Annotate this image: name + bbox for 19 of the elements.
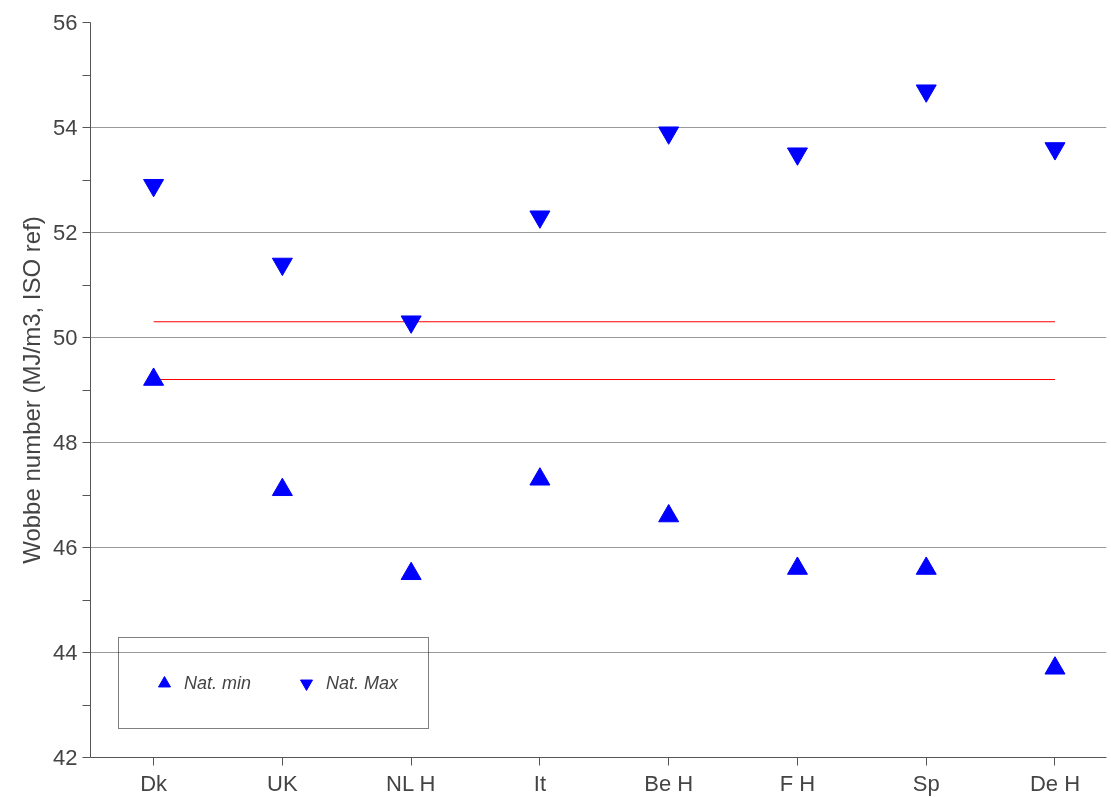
y-tick-label: 52 [53,220,78,245]
y-tick-label: 44 [53,640,78,665]
y-tick-label: 54 [53,115,78,140]
y-tick-label: 56 [53,10,78,35]
y-tick-label: 48 [53,430,78,455]
y-tick-label: 50 [53,325,78,350]
x-tick-label: NL H [386,770,436,796]
x-tick-label: UK [267,770,298,796]
y-axis-title: Wobbe number (MJ/m3, ISO ref) [18,216,46,564]
x-tick-label: De H [1029,770,1081,796]
x-tick-label: Be H [644,770,694,796]
x-tick-label: Sp [912,770,940,796]
y-tick-label: 42 [53,745,78,770]
x-tick-label: It [533,770,547,796]
legend-label: Nat. Max [326,672,399,694]
y-tick-label: 46 [53,535,78,560]
x-tick-label: Dk [140,770,169,796]
legend-label: Nat. min [184,672,252,694]
x-tick-label: F H [779,770,816,796]
